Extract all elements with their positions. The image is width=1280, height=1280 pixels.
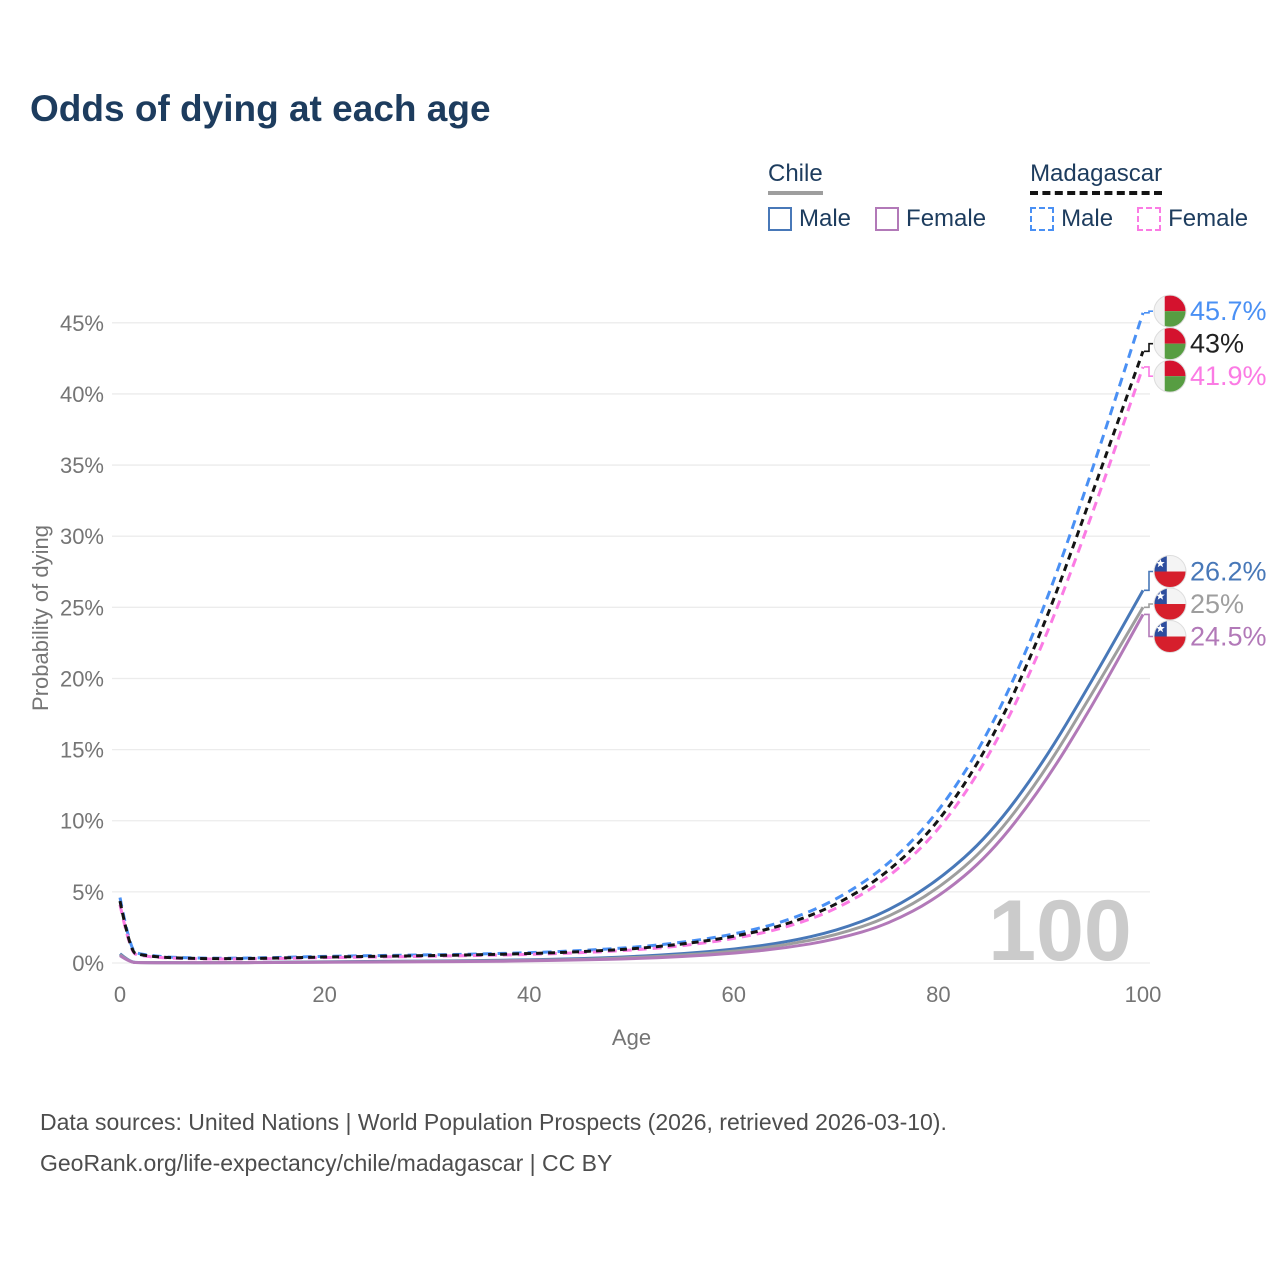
flag-icon-madagascar (1153, 327, 1187, 361)
legend-item-chile-female[interactable]: Female (875, 205, 986, 233)
y-tick-label: 45% (60, 311, 104, 336)
y-axis-title: Probability of dying (28, 525, 53, 711)
legend-group-chile: Chile Male Female (768, 160, 986, 233)
end-label-madagascar-male: 45.7% (1190, 296, 1267, 326)
end-label-chile-both-sexes: 25% (1190, 589, 1244, 619)
flag-icon-madagascar (1153, 294, 1187, 328)
age-watermark: 100 (988, 883, 1132, 979)
legend-item-label: Male (799, 205, 852, 232)
y-tick-label: 10% (60, 809, 104, 834)
legend-item-label: Male (1061, 205, 1114, 232)
line-madagascar-both-sexes[interactable] (118, 350, 1145, 961)
end-label-connector (1144, 570, 1153, 592)
chile-male-swatch-icon (768, 207, 792, 231)
line-madagascar-female[interactable] (118, 366, 1145, 961)
legend-item-label: Female (906, 205, 987, 232)
legend-item-chile-male[interactable]: Male (768, 205, 851, 233)
data-sources-line: Data sources: United Nations | World Pop… (40, 1109, 947, 1135)
flag-icon-madagascar (1153, 359, 1187, 393)
madagascar-male-swatch-icon (1030, 207, 1055, 231)
y-tick-label: 30% (60, 524, 104, 549)
flag-icon-chile (1153, 555, 1187, 589)
legend-item-madagascar-female[interactable]: Female (1137, 205, 1248, 233)
end-label-connector (1144, 603, 1153, 609)
y-tick-label: 25% (60, 595, 104, 620)
x-axis-title: Age (612, 1025, 651, 1050)
y-tick-label: 20% (60, 666, 104, 691)
x-tick-label: 100 (1125, 982, 1162, 1007)
end-label-connector (1144, 366, 1153, 377)
chile-female-swatch-icon (875, 207, 900, 231)
y-tick-label: 35% (60, 453, 104, 478)
end-label-connector (1144, 342, 1153, 353)
legend-group-madagascar: Madagascar Male Female (1030, 160, 1248, 233)
y-tick-label: 40% (60, 382, 104, 407)
x-tick-label: 80 (926, 982, 950, 1007)
legend-country-madagascar[interactable]: Madagascar (1030, 160, 1163, 195)
flag-icon-chile (1153, 620, 1187, 654)
x-tick-label: 60 (722, 982, 746, 1007)
source-attribution: Data sources: United Nations | World Pop… (40, 1102, 947, 1184)
legend-item-label: Female (1168, 205, 1249, 232)
y-tick-label: 0% (72, 951, 104, 976)
y-tick-label: 15% (60, 738, 104, 763)
page-title: Odds of dying at each age (30, 88, 491, 129)
end-label-madagascar-both-sexes: 43% (1190, 329, 1244, 359)
end-label-madagascar-female: 41.9% (1190, 361, 1267, 391)
legend: Chile Male Female Madagascar Male Female (768, 160, 1248, 233)
x-tick-label: 20 (312, 982, 336, 1007)
end-label-connector (1144, 613, 1153, 638)
georank-url-line: GeoRank.org/life-expectancy/chile/madaga… (40, 1150, 613, 1176)
legend-item-madagascar-male[interactable]: Male (1030, 205, 1113, 233)
end-label-chile-male: 26.2% (1190, 557, 1267, 587)
line-madagascar-male[interactable] (118, 312, 1145, 960)
end-label-chile-female: 24.5% (1190, 622, 1267, 652)
end-label-connector (1144, 310, 1153, 314)
flag-icon-chile (1153, 587, 1187, 621)
x-tick-label: 0 (114, 982, 126, 1007)
x-tick-label: 40 (517, 982, 541, 1007)
madagascar-female-swatch-icon (1137, 207, 1162, 231)
line-chile-female[interactable] (119, 613, 1145, 965)
y-tick-label: 5% (72, 880, 104, 905)
legend-country-chile[interactable]: Chile (768, 160, 823, 195)
